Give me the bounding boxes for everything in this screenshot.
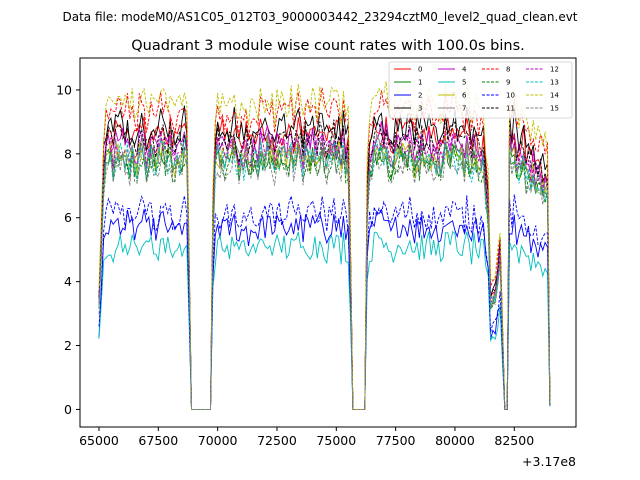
series-line-1 [98, 138, 551, 410]
legend-label: 5 [462, 79, 466, 87]
legend-label: 10 [506, 92, 515, 100]
legend-label: 11 [506, 105, 515, 113]
series-line-6 [98, 135, 551, 410]
legend-label: 12 [550, 66, 559, 74]
series-line-4 [98, 121, 551, 410]
series-line-8 [98, 87, 551, 410]
x-tick-label: 67500 [138, 433, 178, 448]
legend-frame [388, 61, 573, 119]
series-line-2 [98, 208, 551, 410]
series-group [98, 81, 551, 410]
legend-label: 6 [462, 92, 467, 100]
y-tick-label: 0 [64, 402, 72, 417]
legend-label: 13 [550, 79, 559, 87]
legend-label: 15 [550, 105, 559, 113]
plot-frame [79, 57, 577, 428]
legend-label: 8 [506, 66, 510, 74]
x-axis: 65000 67500 70000 72500 75000 77500 80000 82500 [79, 427, 534, 448]
legend-label: 14 [550, 92, 559, 100]
legend-label: 0 [418, 66, 422, 74]
series-line-13 [98, 137, 551, 410]
x-tick-label: 80000 [435, 433, 475, 448]
legend-label: 4 [462, 66, 467, 74]
y-tick-label: 8 [64, 146, 72, 161]
y-tick-label: 10 [56, 82, 72, 97]
series-line-9 [98, 142, 551, 410]
x-tick-label: 70000 [198, 433, 238, 448]
series-line-15 [98, 145, 551, 410]
x-tick-label: 82500 [494, 433, 534, 448]
y-tick-label: 6 [64, 210, 72, 225]
legend-label: 1 [418, 79, 422, 87]
x-tick-label: 75000 [316, 433, 356, 448]
y-axis: 0 2 4 6 8 10 [56, 82, 80, 417]
series-line-3 [98, 105, 551, 410]
x-tick-label: 77500 [376, 433, 416, 448]
figure-suptitle: Data file: modeM0/AS1C05_012T03_90000034… [62, 10, 577, 24]
series-line-11 [98, 117, 551, 410]
y-tick-label: 4 [64, 274, 72, 289]
legend-label: 7 [462, 105, 466, 113]
legend-label: 9 [506, 79, 510, 87]
x-tick-label: 72500 [257, 433, 297, 448]
series-line-7 [98, 132, 551, 410]
x-tick-label: 65000 [79, 433, 119, 448]
series-line-10 [98, 194, 551, 410]
y-tick-label: 2 [64, 338, 72, 353]
series-line-5 [98, 230, 551, 410]
legend-label: 2 [418, 92, 422, 100]
legend-label: 3 [418, 105, 422, 113]
x-offset-label: +3.17e8 [522, 454, 576, 469]
chart-title: Quadrant 3 module wise count rates with … [131, 38, 525, 54]
series-line-12 [98, 130, 551, 410]
